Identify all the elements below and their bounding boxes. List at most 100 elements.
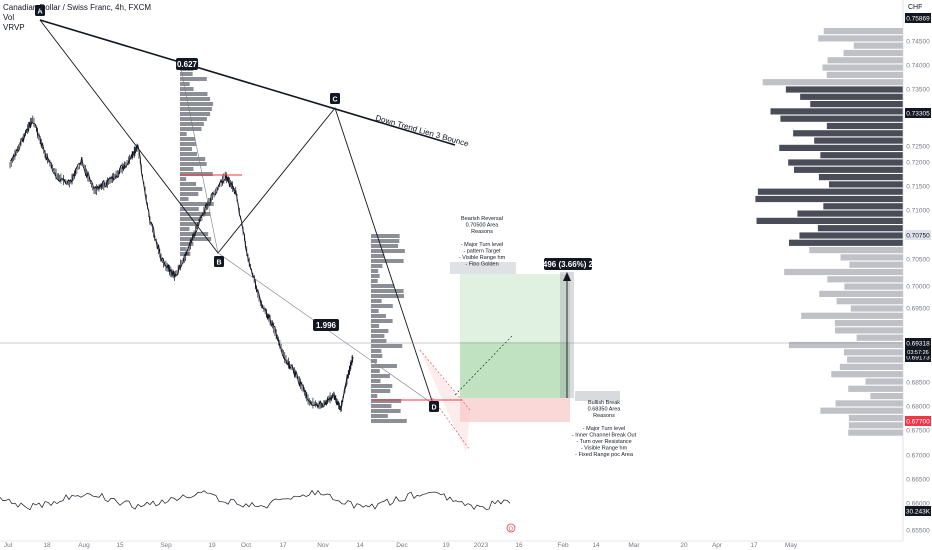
volume-profile-bar <box>836 298 903 305</box>
bullish-reason-text: - Turn over Resistance <box>576 439 631 445</box>
fixed-range-profile-bar <box>371 359 378 363</box>
volume-profile-bar <box>788 239 903 246</box>
x-tick-label: Aug <box>78 542 90 549</box>
volume-profile-bar <box>848 422 903 429</box>
fixed-range-profile-bar <box>371 309 379 313</box>
fixed-range-profile-bar <box>180 212 211 216</box>
bullish-reason-text: - Visible Range hm <box>581 446 628 452</box>
fixed-range-profile-bar <box>371 314 386 318</box>
x-tick-label: Feb <box>557 542 569 549</box>
volume-profile-bar <box>870 393 903 400</box>
price-tag-bg <box>905 506 931 516</box>
volume-profile-bar <box>779 144 903 151</box>
fixed-range-profile-bar <box>180 132 187 136</box>
fixed-range-profile-bar <box>180 197 189 201</box>
volume-profile-bar <box>865 378 903 385</box>
fixed-range-profile-bar <box>371 364 397 368</box>
fixed-range-profile-bar <box>371 319 393 323</box>
volume-profile-bar <box>843 349 903 356</box>
y-tick-label: 0.67000 <box>906 453 930 460</box>
volume-profile-bar <box>827 276 903 283</box>
ratio-label-2: 1.996 <box>316 321 337 330</box>
y-tick-label: 0.70750 <box>906 233 930 240</box>
volume-profile-bar <box>823 28 903 35</box>
fixed-range-profile-bar <box>371 234 400 238</box>
y-tick-label: 0.69173 <box>906 355 930 362</box>
legend-symbol-title[interactable]: Canadian Dollar / Swiss Franc, 4h, FXCM <box>3 3 152 12</box>
volume-profile-bar <box>784 268 903 276</box>
volume-profile-bar <box>848 414 903 422</box>
volume-profile-bar <box>817 225 903 232</box>
downtrend-line <box>39 19 456 146</box>
volume-profile-bar <box>797 210 903 217</box>
x-tick-label: 14 <box>592 542 600 549</box>
fixed-range-profile-bar <box>180 167 194 171</box>
legend-vrvp-indicator[interactable]: VRVP <box>3 23 25 32</box>
volume-profile-bar <box>793 130 903 137</box>
volume-profile-bar <box>850 305 903 312</box>
y-tick-label: 30.243K <box>906 509 931 516</box>
x-tick-label: 17 <box>279 542 287 549</box>
fixed-range-profile-bar <box>180 252 191 256</box>
fixed-range-profile-bar <box>371 269 379 273</box>
fixed-range-profile-bar <box>180 157 206 161</box>
event-marker <box>506 523 516 533</box>
fixed-range-profile-bar <box>180 92 208 96</box>
y-tick-label: 0.74000 <box>906 63 930 70</box>
fixed-range-profile-bar <box>371 259 404 263</box>
fixed-range-profile-bar <box>180 87 194 91</box>
legend-volume-indicator[interactable]: Vol <box>3 13 15 22</box>
volume-profile-bar <box>818 174 903 181</box>
fixed-range-profile-bar <box>371 404 392 408</box>
fixed-range-profile-bar <box>180 72 193 76</box>
y-tick-label: 0.72000 <box>906 160 930 167</box>
point-c-label-bg <box>330 93 340 104</box>
y-tick-label: 0.72500 <box>906 144 930 151</box>
fixed-range-profile-bar <box>371 329 389 333</box>
x-tick-label: 17 <box>750 542 758 549</box>
price-layer <box>0 115 511 511</box>
volume-profile-bar <box>826 71 903 78</box>
fixed-range-profile-bar <box>180 117 207 121</box>
fixed-range-profile-bar <box>180 112 211 116</box>
channel-shade <box>420 350 470 452</box>
x-tick-label: May <box>785 542 798 549</box>
volume-profile-bar <box>756 217 903 224</box>
breakout-line <box>454 335 513 396</box>
volume-profile-bar <box>785 86 903 93</box>
fixed-range-profile-bar <box>371 249 405 253</box>
volume-profile-bar <box>780 115 903 122</box>
position-label: 0.02496 (3.66%) 249.6 <box>527 260 609 269</box>
bearish-reason-text: Reasons <box>471 229 493 235</box>
price-tag-bg <box>905 230 931 240</box>
bullish-reason-text: Bullish Break <box>588 400 620 406</box>
volume-profile-bar <box>834 327 903 334</box>
fixed-range-profile-bar <box>371 254 385 258</box>
volume-profile-bar <box>770 108 903 115</box>
bearish-reason-text: 0.70500 Area <box>466 223 500 229</box>
bearish-reason-text: - Fibo Golden <box>465 262 498 268</box>
volume-profile-bar <box>848 385 903 392</box>
bullish-reason-text: - Inner Channel Break Out <box>572 433 637 439</box>
bearish-reason-text: Bearish Reversal <box>461 216 503 222</box>
y-tick-label: 0.70500 <box>906 257 930 264</box>
point-a-label: A <box>37 9 42 16</box>
fixed-range-profile-bar <box>371 244 399 248</box>
abcd-pattern-line <box>39 19 434 405</box>
x-tick-label: 16 <box>515 542 523 549</box>
countdown-tag-bg <box>905 348 931 356</box>
bearish-reason-text: - Major Turn level <box>461 242 504 248</box>
fixed-range-profile-bar <box>180 127 202 131</box>
volume-profile-bar <box>788 159 903 166</box>
bullish-break-band <box>575 391 620 401</box>
currency-unit-label[interactable]: CHF <box>908 4 923 11</box>
fixed-range-profile-bar <box>371 399 402 403</box>
point-a-label-bg <box>35 5 45 16</box>
fixed-range-profile-bar <box>180 172 213 176</box>
fixed-range-profile-bar <box>371 374 390 378</box>
price-tag-bg <box>905 416 931 426</box>
volume-profile-bar <box>853 42 903 49</box>
y-tick-label: 0.67700 <box>906 419 930 426</box>
